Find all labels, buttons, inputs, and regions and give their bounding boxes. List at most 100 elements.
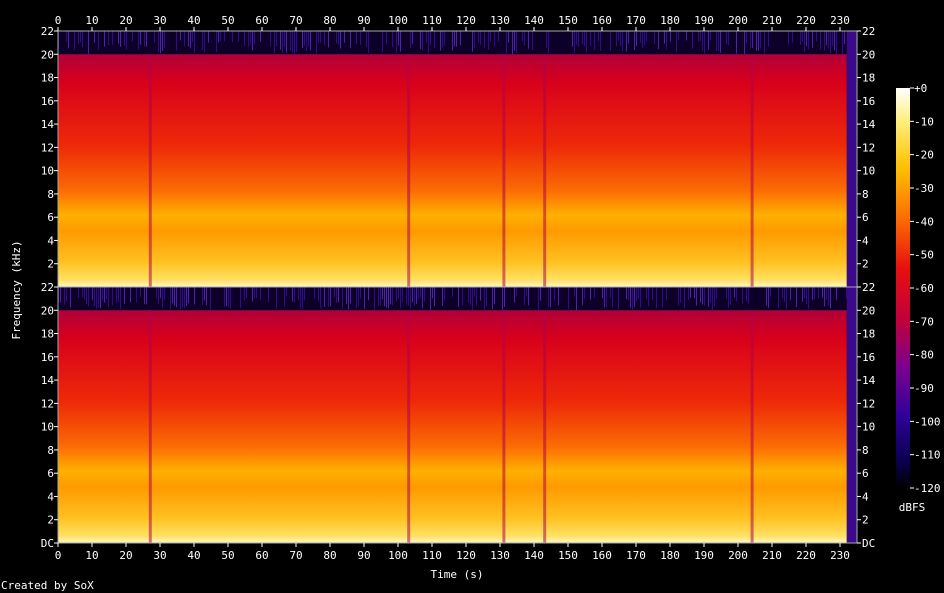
spectral-streak: [610, 287, 611, 298]
spectral-streak: [804, 287, 805, 299]
colorbar-tick-label: +0: [914, 82, 927, 95]
spectral-streak: [686, 31, 687, 41]
spectral-streak: [558, 287, 559, 306]
y-tick-label: 8: [47, 188, 54, 201]
spectral-streak: [156, 287, 157, 299]
spectral-streak: [630, 287, 631, 308]
colorbar-tick-label: -100: [914, 415, 941, 428]
spectral-streak: [400, 31, 401, 52]
spectral-streak: [768, 287, 769, 308]
spectral-streak: [824, 31, 825, 51]
y-tick-label: 18: [862, 328, 875, 341]
spectral-streak: [360, 31, 361, 45]
spectral-streak: [718, 31, 719, 52]
x-tick-label: 0: [55, 549, 62, 562]
spectral-streak: [694, 287, 695, 299]
spectral-streak: [842, 31, 843, 54]
x-tick-label: 50: [221, 14, 234, 27]
colorbar-ticks: +0 -10 -20 -30 -40 -50 -60 -70 -80 -90 -100 -110 -12…: [910, 82, 941, 495]
spectral-streak: [418, 287, 419, 300]
spectral-streak: [68, 31, 69, 49]
dropout-mark: [502, 54, 506, 287]
spectral-streak: [430, 287, 431, 311]
y-tick-label: 20: [41, 48, 54, 61]
x-tick-label: 230: [830, 549, 850, 562]
x-tick-label: 40: [187, 14, 200, 27]
spectral-streak: [82, 31, 83, 48]
colorbar-tick-label: -10: [914, 115, 934, 128]
y-tick-label: 16: [41, 351, 54, 364]
spectral-streak: [806, 31, 807, 46]
spectral-streak: [514, 287, 515, 303]
spectral-streak: [818, 287, 819, 299]
spectral-streak: [306, 31, 307, 52]
spectral-streak: [702, 31, 703, 51]
spectral-streak: [568, 287, 569, 310]
dropout-mark: [750, 310, 754, 543]
spectral-streak: [600, 31, 601, 51]
spectral-streak: [664, 31, 665, 44]
x-tick-label: 100: [388, 14, 408, 27]
x-tick-label: 180: [660, 549, 680, 562]
spectral-streak: [572, 31, 573, 47]
x-tick-label: 70: [289, 549, 302, 562]
spectral-streak: [310, 31, 311, 51]
spectral-streak: [410, 31, 411, 49]
spectral-streak: [392, 287, 393, 306]
spectral-streak: [172, 287, 173, 304]
spectral-streak: [444, 287, 445, 302]
spectral-streak: [108, 31, 109, 45]
y-tick-label: 22: [862, 281, 875, 294]
x-tick-label: 160: [592, 549, 612, 562]
spectral-streak: [846, 287, 847, 299]
spectral-streak: [426, 31, 427, 43]
spectral-streak: [348, 287, 349, 310]
spectral-streak: [508, 31, 509, 43]
spectral-streak: [132, 31, 133, 42]
y-tick-label: 4: [47, 490, 54, 503]
spectral-streak: [420, 31, 421, 49]
dropout-mark: [148, 310, 152, 543]
y-tick-label: 22: [41, 25, 54, 38]
x-tick-label: 150: [558, 549, 578, 562]
spectral-streak: [388, 287, 389, 309]
colorbar-tick-label: -60: [914, 282, 934, 295]
spectral-streak: [652, 287, 653, 301]
spectral-streak: [250, 31, 251, 46]
colorbar-tick-label: -70: [914, 315, 934, 328]
spectral-streak: [744, 31, 745, 55]
x-tick-label: 0: [55, 14, 62, 27]
spectral-streak: [292, 287, 293, 302]
colorbar-label: dBFS: [899, 501, 926, 514]
spectral-streak: [396, 287, 397, 302]
spectral-streak: [180, 31, 181, 41]
spectral-streak: [118, 31, 119, 44]
spectral-streak: [124, 287, 125, 304]
x-axis-label: Time (s): [431, 568, 484, 581]
spectral-streak: [304, 31, 305, 46]
spectral-streak: [202, 287, 203, 305]
spectral-streak: [676, 31, 677, 53]
spectral-streak: [286, 287, 287, 297]
spectral-streak: [760, 31, 761, 49]
x-tick-label: 190: [694, 14, 714, 27]
x-tick-label: 210: [762, 549, 782, 562]
spectral-streak: [802, 287, 803, 302]
spectral-streak: [456, 31, 457, 47]
x-tick-label: 100: [388, 549, 408, 562]
spectral-streak: [816, 31, 817, 42]
spectral-streak: [618, 287, 619, 310]
spectral-streak: [346, 287, 347, 305]
spectral-streak: [554, 287, 555, 302]
spectral-streak: [146, 31, 147, 47]
spectral-streak: [184, 31, 185, 47]
high-frequency-region: [58, 287, 847, 311]
spectral-streak: [632, 287, 633, 310]
x-tick-label: 60: [255, 14, 268, 27]
spectral-streak: [86, 287, 87, 305]
spectral-streak: [586, 31, 587, 53]
spectral-streak: [412, 31, 413, 45]
spectral-streak: [584, 31, 585, 47]
